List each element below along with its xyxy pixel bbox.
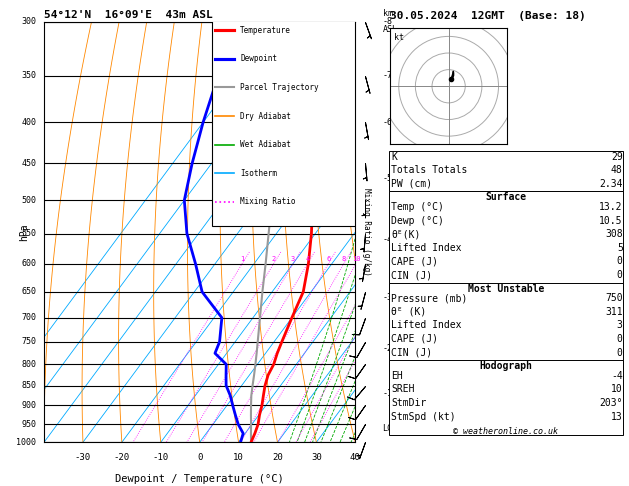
Text: -8: -8 — [382, 17, 392, 26]
Text: -30: -30 — [75, 453, 91, 462]
Text: -1: -1 — [382, 389, 392, 398]
Text: 5: 5 — [617, 243, 623, 253]
Text: 900: 900 — [21, 401, 36, 410]
Text: 350: 350 — [21, 71, 36, 80]
Text: 2.34: 2.34 — [599, 179, 623, 189]
Text: 1000: 1000 — [16, 438, 36, 447]
Text: ASL: ASL — [382, 25, 398, 35]
Text: 8: 8 — [342, 256, 346, 262]
Text: EH: EH — [391, 371, 403, 381]
Text: 2: 2 — [272, 256, 276, 262]
Text: 800: 800 — [21, 360, 36, 369]
Text: 29: 29 — [611, 152, 623, 162]
Text: Dewp (°C): Dewp (°C) — [391, 216, 444, 226]
Text: 0: 0 — [617, 257, 623, 266]
Text: kt: kt — [394, 33, 404, 42]
Text: 40: 40 — [350, 453, 360, 462]
Text: 650: 650 — [21, 287, 36, 296]
Text: 600: 600 — [21, 260, 36, 268]
Text: -6: -6 — [382, 118, 392, 127]
Text: -4: -4 — [382, 235, 392, 244]
Text: 950: 950 — [21, 420, 36, 429]
Text: Dry Adiabat: Dry Adiabat — [240, 112, 291, 121]
Text: -10: -10 — [153, 453, 169, 462]
Text: 300: 300 — [21, 17, 36, 26]
Text: 500: 500 — [21, 196, 36, 205]
Text: 13.2: 13.2 — [599, 202, 623, 212]
Text: Most Unstable: Most Unstable — [468, 284, 544, 294]
Text: 6: 6 — [326, 256, 330, 262]
Text: -20: -20 — [114, 453, 130, 462]
Text: Mixing Ratio: Mixing Ratio — [240, 197, 296, 206]
Text: 20: 20 — [272, 453, 283, 462]
Text: 203°: 203° — [599, 398, 623, 408]
Text: 850: 850 — [21, 381, 36, 390]
Text: Lifted Index: Lifted Index — [391, 243, 462, 253]
Text: km: km — [382, 9, 392, 17]
Text: Hodograph: Hodograph — [479, 361, 532, 371]
Text: Dewpoint: Dewpoint — [240, 54, 277, 63]
Text: hPa: hPa — [19, 223, 29, 241]
Text: 0: 0 — [617, 334, 623, 344]
Text: 54°12'N  16°09'E  43m ASL: 54°12'N 16°09'E 43m ASL — [44, 10, 213, 20]
Text: LCL: LCL — [382, 423, 398, 433]
Text: CAPE (J): CAPE (J) — [391, 257, 438, 266]
Text: Dewpoint / Temperature (°C): Dewpoint / Temperature (°C) — [115, 474, 284, 484]
Text: 13: 13 — [611, 412, 623, 421]
Text: 4: 4 — [305, 256, 309, 262]
Text: 308: 308 — [605, 229, 623, 239]
Text: 0: 0 — [617, 270, 623, 280]
Text: CAPE (J): CAPE (J) — [391, 334, 438, 344]
Text: 400: 400 — [21, 118, 36, 127]
Text: 0: 0 — [197, 453, 203, 462]
Text: PW (cm): PW (cm) — [391, 179, 432, 189]
Text: CIN (J): CIN (J) — [391, 347, 432, 358]
Text: θᴱ(K): θᴱ(K) — [391, 229, 420, 239]
Text: -3: -3 — [382, 293, 392, 302]
Text: 10: 10 — [233, 453, 244, 462]
Text: 0: 0 — [617, 347, 623, 358]
FancyBboxPatch shape — [212, 20, 355, 226]
Text: Mixing Ratio (g/kg): Mixing Ratio (g/kg) — [362, 188, 370, 276]
Text: Totals Totals: Totals Totals — [391, 165, 467, 175]
Text: 1: 1 — [240, 256, 244, 262]
Text: SREH: SREH — [391, 384, 415, 394]
Text: 30: 30 — [311, 453, 322, 462]
Text: 3: 3 — [617, 320, 623, 330]
Text: Pressure (mb): Pressure (mb) — [391, 293, 467, 303]
Text: CIN (J): CIN (J) — [391, 270, 432, 280]
Text: Isotherm: Isotherm — [240, 169, 277, 178]
Text: θᴱ (K): θᴱ (K) — [391, 307, 426, 317]
Text: 311: 311 — [605, 307, 623, 317]
Text: 3: 3 — [291, 256, 295, 262]
Text: 10: 10 — [611, 384, 623, 394]
Text: Lifted Index: Lifted Index — [391, 320, 462, 330]
Text: K: K — [391, 152, 397, 162]
Text: 30.05.2024  12GMT  (Base: 18): 30.05.2024 12GMT (Base: 18) — [391, 11, 586, 21]
Text: © weatheronline.co.uk: © weatheronline.co.uk — [454, 427, 559, 435]
Text: StmSpd (kt): StmSpd (kt) — [391, 412, 455, 421]
Text: 700: 700 — [21, 313, 36, 322]
Text: 750: 750 — [21, 337, 36, 347]
Text: 10.5: 10.5 — [599, 216, 623, 226]
Text: Temperature: Temperature — [240, 26, 291, 35]
Text: -4: -4 — [611, 371, 623, 381]
Text: StmDir: StmDir — [391, 398, 426, 408]
Text: 10: 10 — [352, 256, 360, 262]
Text: Surface: Surface — [486, 192, 526, 203]
Text: -7: -7 — [382, 71, 392, 80]
Text: 550: 550 — [21, 229, 36, 238]
Text: 450: 450 — [21, 159, 36, 168]
Text: -5: -5 — [382, 174, 392, 183]
Text: Parcel Trajectory: Parcel Trajectory — [240, 83, 319, 92]
Text: 48: 48 — [611, 165, 623, 175]
Text: -2: -2 — [382, 344, 392, 353]
Text: Temp (°C): Temp (°C) — [391, 202, 444, 212]
Text: Wet Adiabat: Wet Adiabat — [240, 140, 291, 149]
Text: 750: 750 — [605, 293, 623, 303]
